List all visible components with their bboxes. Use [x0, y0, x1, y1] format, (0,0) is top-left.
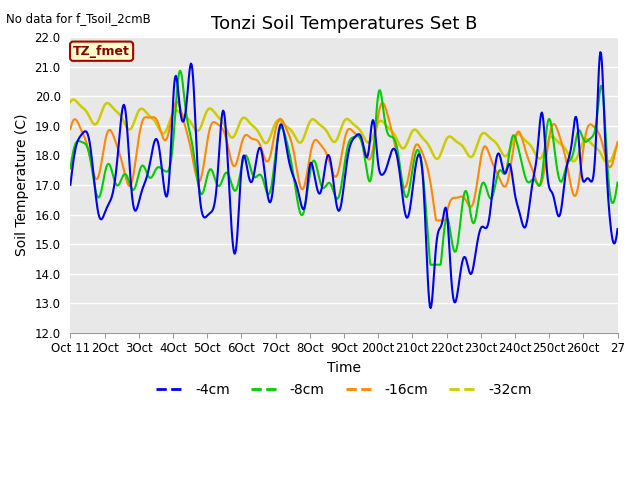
Text: No data for f_Tsoil_2cmB: No data for f_Tsoil_2cmB [6, 12, 151, 25]
Y-axis label: Soil Temperature (C): Soil Temperature (C) [15, 114, 29, 256]
Text: TZ_fmet: TZ_fmet [73, 45, 130, 58]
X-axis label: Time: Time [327, 361, 361, 375]
Legend: -4cm, -8cm, -16cm, -32cm: -4cm, -8cm, -16cm, -32cm [151, 377, 537, 403]
Title: Tonzi Soil Temperatures Set B: Tonzi Soil Temperatures Set B [211, 15, 477, 33]
